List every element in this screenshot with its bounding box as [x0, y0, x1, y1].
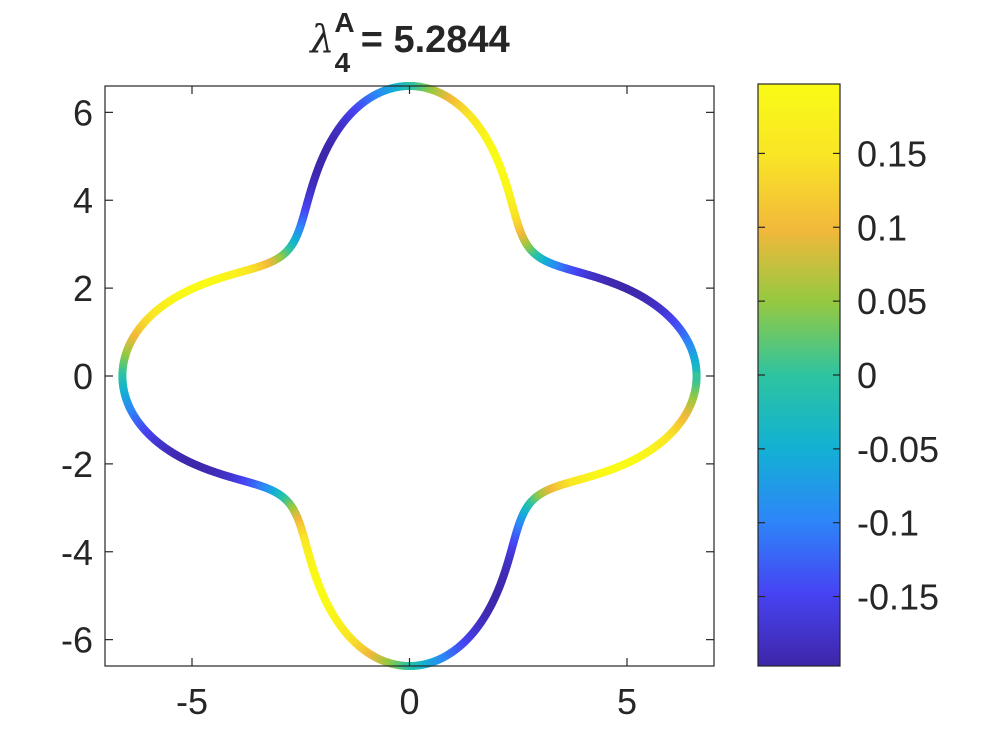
y-tick-label: 2: [73, 268, 93, 309]
title-value: = 5.2844: [350, 19, 510, 61]
title-symbol: λ: [308, 17, 334, 61]
chart-title: λA 4 = 5.2844: [308, 7, 509, 78]
colorbar-fill: [758, 84, 840, 666]
colorbar-tick-label: 0.05: [857, 281, 927, 322]
y-tick-label: 0: [73, 356, 93, 397]
x-tick-label: -5: [176, 681, 208, 722]
colorbar-tick-label: 0.15: [857, 133, 927, 174]
plot-area: -5 0 5 6 4 2 0 -2 -4 -6: [61, 82, 715, 722]
title-subscript: 4: [335, 47, 351, 78]
colorbar-tick-label: -0.1: [857, 503, 919, 544]
x-ticks: -5 0 5: [176, 86, 637, 722]
colorbar-tick-label: 0: [857, 355, 877, 396]
y-tick-label: -2: [61, 444, 93, 485]
colorbar-tick-label: -0.15: [857, 577, 939, 618]
y-tick-label: 4: [73, 180, 93, 221]
colorbar-ticks: 0.15 0.1 0.05 0 -0.05 -0.1 -0.15: [758, 133, 939, 618]
colorbar-tick-label: -0.05: [857, 429, 939, 470]
x-tick-label: 0: [399, 681, 419, 722]
curve-group: [118, 82, 701, 670]
title-superscript: A: [334, 7, 354, 38]
y-tick-label: -4: [61, 532, 93, 573]
colorbar: 0.15 0.1 0.05 0 -0.05 -0.1 -0.15: [757, 83, 939, 667]
axes-box: [104, 85, 715, 667]
x-tick-label: 5: [617, 681, 637, 722]
colorbar-tick-label: 0.1: [857, 207, 907, 248]
y-ticks: 6 4 2 0 -2 -4 -6: [61, 92, 714, 661]
y-tick-label: -6: [61, 620, 93, 661]
y-tick-label: 6: [73, 92, 93, 133]
